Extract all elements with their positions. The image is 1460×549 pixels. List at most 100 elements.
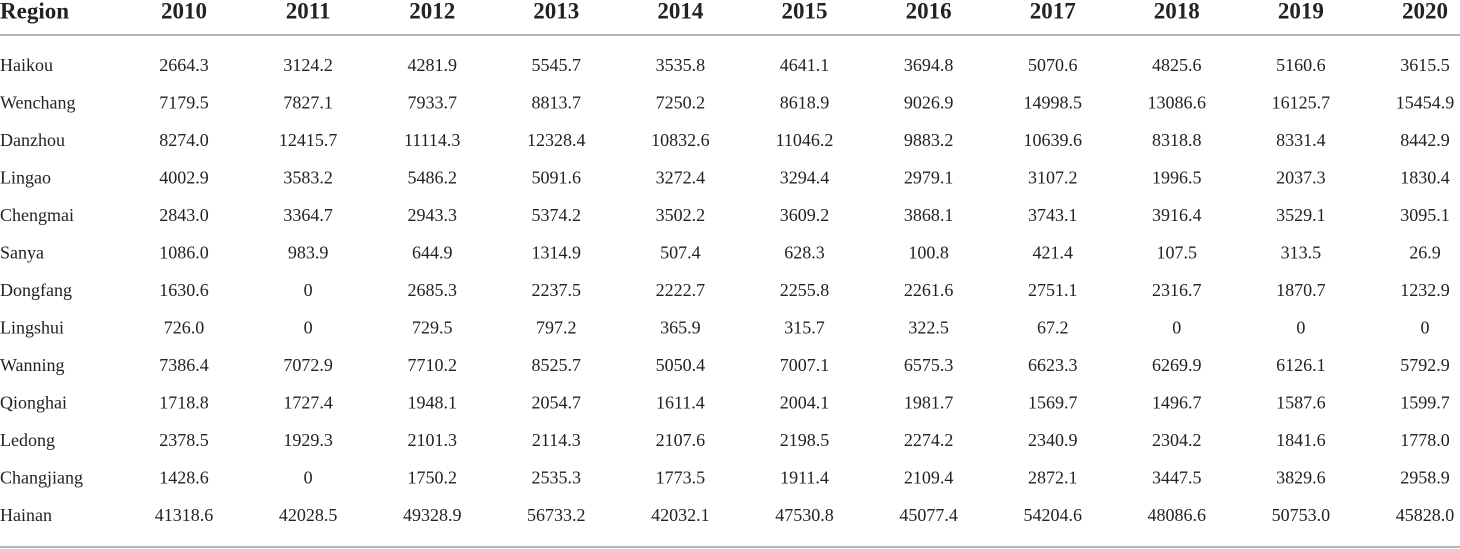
cell: 3743.1 — [1028, 205, 1078, 225]
cell: 2274.2 — [904, 430, 954, 450]
cell: 3294.4 — [780, 168, 830, 188]
cell: 3447.5 — [1152, 468, 1202, 488]
cell: 2316.7 — [1152, 280, 1202, 300]
cell: 313.5 — [1281, 243, 1322, 263]
cell: 628.3 — [784, 243, 825, 263]
header-cell: 2020 — [1402, 0, 1448, 23]
cell: 3868.1 — [904, 205, 954, 225]
cell: Lingao — [0, 168, 51, 188]
cell: 6575.3 — [904, 355, 954, 375]
header-cell: 2010 — [161, 0, 207, 23]
cell: 1778.0 — [1400, 430, 1450, 450]
cell: Qionghai — [0, 393, 67, 413]
cell: 1587.6 — [1276, 393, 1326, 413]
cell: 1996.5 — [1152, 168, 1202, 188]
cell: 2107.6 — [656, 430, 706, 450]
header-cell: 2013 — [533, 0, 579, 23]
cell: 1314.9 — [532, 243, 582, 263]
cell: 7072.9 — [283, 355, 333, 375]
cell: 54204.6 — [1023, 505, 1082, 525]
cell: 3583.2 — [283, 168, 333, 188]
cell: 4002.9 — [159, 168, 209, 188]
cell: 26.9 — [1409, 243, 1441, 263]
cell: Sanya — [0, 243, 44, 263]
cell: 3124.2 — [283, 55, 333, 75]
cell: 2685.3 — [407, 280, 457, 300]
cell: 12328.4 — [527, 130, 586, 150]
cell: 45828.0 — [1396, 505, 1455, 525]
cell: 13086.6 — [1148, 93, 1207, 113]
header-cell: 2015 — [782, 0, 828, 23]
cell: 41318.6 — [155, 505, 214, 525]
cell: 2261.6 — [904, 280, 954, 300]
cell: 3107.2 — [1028, 168, 1078, 188]
cell: 7933.7 — [407, 93, 457, 113]
cell: 2872.1 — [1028, 468, 1078, 488]
cell: 2979.1 — [904, 168, 954, 188]
cell: 2378.5 — [159, 430, 209, 450]
cell: Hainan — [0, 505, 52, 525]
cell: 8813.7 — [532, 93, 582, 113]
cell: 2101.3 — [407, 430, 457, 450]
cell: 1981.7 — [904, 393, 954, 413]
cell: 42028.5 — [279, 505, 338, 525]
cell: 5374.2 — [532, 205, 582, 225]
cell: 1870.7 — [1276, 280, 1326, 300]
cell: 16125.7 — [1272, 93, 1331, 113]
cell: 2198.5 — [780, 430, 830, 450]
cell: 50753.0 — [1272, 505, 1331, 525]
cell: 2054.7 — [532, 393, 582, 413]
cell: Lingshui — [0, 318, 64, 338]
cell: 1599.7 — [1400, 393, 1450, 413]
cell: Changjiang — [0, 468, 83, 488]
cell: 1911.4 — [780, 468, 829, 488]
cell: 8525.7 — [532, 355, 582, 375]
cell: Wenchang — [0, 93, 76, 113]
cell: 2340.9 — [1028, 430, 1078, 450]
cell: 726.0 — [164, 318, 205, 338]
cell: 7386.4 — [159, 355, 209, 375]
cell: 1727.4 — [283, 393, 333, 413]
cell: 7007.1 — [780, 355, 830, 375]
cell: 1773.5 — [656, 468, 706, 488]
header-cell: 2012 — [409, 0, 455, 23]
cell: 8318.8 — [1152, 130, 1202, 150]
cell: 6126.1 — [1276, 355, 1326, 375]
header-cell: 2018 — [1154, 0, 1200, 23]
cell: 4641.1 — [780, 55, 830, 75]
header-cell: 2016 — [906, 0, 952, 23]
cell: 2751.1 — [1028, 280, 1078, 300]
cell: 2843.0 — [159, 205, 209, 225]
cell: 67.2 — [1037, 318, 1069, 338]
cell: 315.7 — [784, 318, 825, 338]
header-cell: Region — [0, 0, 69, 23]
cell: 322.5 — [908, 318, 949, 338]
header-cell: 2014 — [657, 0, 704, 23]
cell: 0 — [304, 280, 313, 300]
cell: 56733.2 — [527, 505, 586, 525]
cell: 7827.1 — [283, 93, 333, 113]
cell: 6623.3 — [1028, 355, 1078, 375]
cell: Danzhou — [0, 130, 65, 150]
cell: Haikou — [0, 55, 53, 75]
cell: 1750.2 — [407, 468, 457, 488]
cell: 1718.8 — [159, 393, 209, 413]
cell: 1569.7 — [1028, 393, 1078, 413]
cell: 11046.2 — [776, 130, 834, 150]
cell: Ledong — [0, 430, 55, 450]
cell: 48086.6 — [1148, 505, 1207, 525]
cell: 9026.9 — [904, 93, 954, 113]
cell: 2943.3 — [407, 205, 457, 225]
cell: 10832.6 — [651, 130, 710, 150]
cell: 0 — [1296, 318, 1305, 338]
cell: 45077.4 — [899, 505, 958, 525]
cell: 729.5 — [412, 318, 453, 338]
cell: 7179.5 — [159, 93, 209, 113]
cell: 0 — [304, 318, 313, 338]
cell: 5050.4 — [656, 355, 706, 375]
cell: 1929.3 — [283, 430, 333, 450]
cell: 644.9 — [412, 243, 453, 263]
cell: 421.4 — [1032, 243, 1073, 263]
cell: 5160.6 — [1276, 55, 1326, 75]
